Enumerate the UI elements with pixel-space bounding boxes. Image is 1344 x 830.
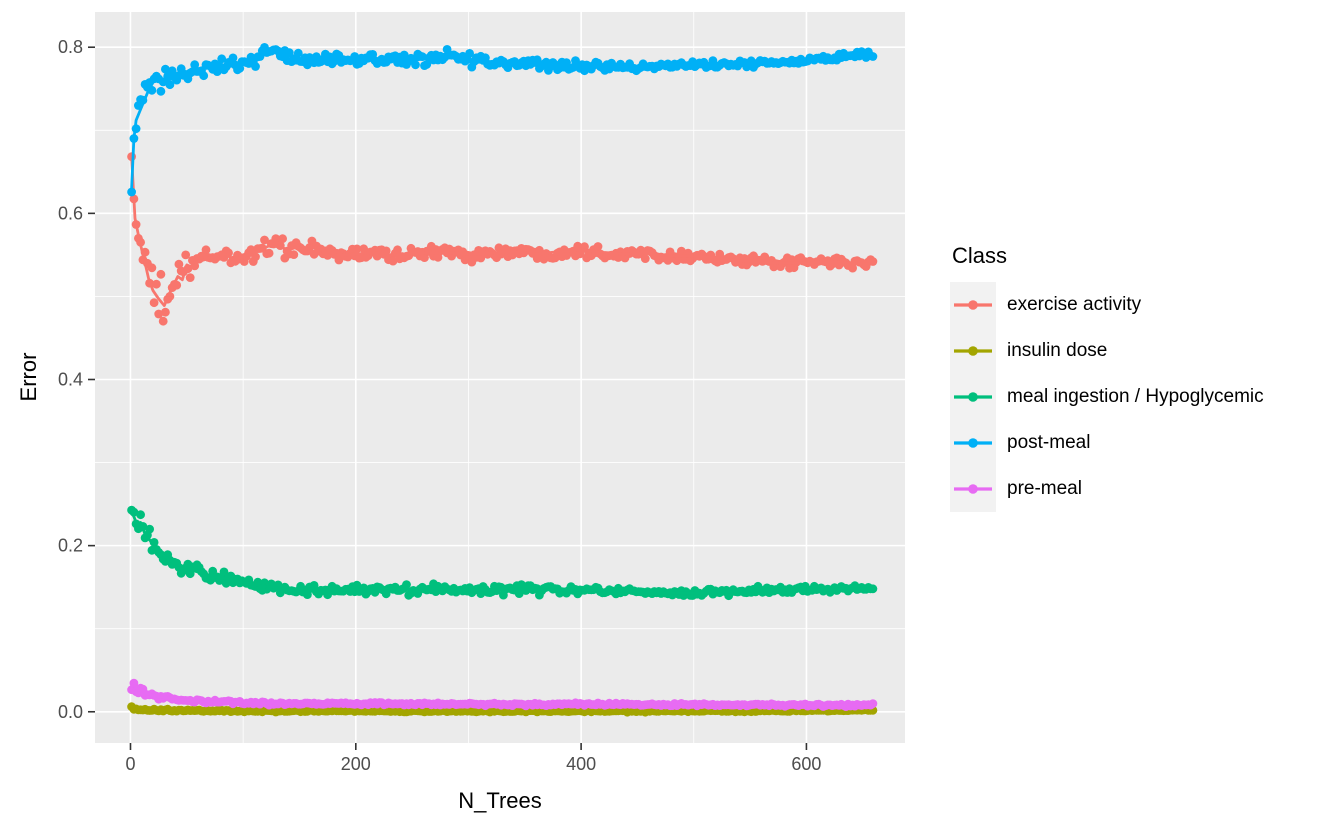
legend-label: exercise activity xyxy=(1007,294,1142,315)
data-point xyxy=(289,250,299,259)
data-point xyxy=(127,187,136,197)
data-point xyxy=(174,259,184,269)
legend-label: pre-meal xyxy=(1007,478,1082,499)
data-point xyxy=(411,60,420,70)
data-point xyxy=(359,244,369,254)
data-point xyxy=(677,246,686,256)
data-point xyxy=(402,580,411,589)
legend-item: meal ingestion / Hypoglycemic xyxy=(950,374,1264,420)
y-tick-label: 0.0 xyxy=(58,702,83,722)
trend-line xyxy=(130,155,876,308)
data-point xyxy=(161,307,170,317)
legend-key-swatch xyxy=(950,466,996,512)
data-point xyxy=(260,235,269,245)
data-point xyxy=(278,234,287,244)
data-point xyxy=(293,48,303,58)
y-tick-label: 0.2 xyxy=(58,536,83,556)
data-point xyxy=(190,60,200,70)
legend-point-glyph xyxy=(968,300,978,310)
data-point xyxy=(145,524,155,534)
data-point xyxy=(235,63,245,73)
series-exercise-activity xyxy=(127,152,878,326)
data-point xyxy=(868,699,878,708)
x-tick-label: 200 xyxy=(341,754,371,774)
data-point xyxy=(181,250,191,260)
x-tick-label: 0 xyxy=(125,754,135,774)
y-axis-title: Error xyxy=(16,352,41,402)
data-point xyxy=(352,244,362,254)
legend-item: post-meal xyxy=(950,420,1264,466)
legend-item: insulin dose xyxy=(950,328,1264,374)
series-post-meal xyxy=(127,43,878,197)
data-point xyxy=(640,254,650,263)
data-point xyxy=(393,245,402,255)
legend: Class exercise activity insulin dose meal … xyxy=(950,243,1264,512)
x-tick-label: 600 xyxy=(791,754,821,774)
data-point xyxy=(152,279,161,289)
legend-key-swatch xyxy=(950,282,996,328)
series-meal-ingestion-hypoglycemic xyxy=(127,505,878,601)
y-tick-label: 0.6 xyxy=(58,203,83,223)
data-point xyxy=(465,49,474,58)
data-point xyxy=(156,86,166,96)
legend-point-glyph xyxy=(968,392,978,402)
data-point xyxy=(217,54,227,64)
data-point xyxy=(185,273,195,282)
series-pre-meal xyxy=(127,678,878,711)
x-axis-title: N_Trees xyxy=(458,788,542,813)
data-point xyxy=(708,56,718,65)
data-point xyxy=(136,510,146,520)
data-point xyxy=(201,245,211,255)
data-point xyxy=(161,64,170,74)
data-point xyxy=(848,263,857,273)
x-tick-label: 400 xyxy=(566,754,596,774)
data-point xyxy=(251,252,260,262)
data-point xyxy=(422,60,432,69)
data-point xyxy=(303,60,312,70)
data-point xyxy=(147,263,157,273)
legend-items: exercise activity insulin dose meal ingest… xyxy=(950,282,1264,512)
trend-line xyxy=(130,682,876,707)
data-point xyxy=(399,50,409,60)
plot-panel xyxy=(95,12,905,743)
legend-point-glyph xyxy=(968,438,978,448)
legend-point-glyph xyxy=(968,484,978,494)
data-point xyxy=(532,55,542,65)
y-tick-label: 0.4 xyxy=(58,369,83,389)
data-point xyxy=(251,62,260,71)
legend-title: Class xyxy=(952,243,1008,268)
legend-item: exercise activity xyxy=(950,282,1264,328)
y-tick-label: 0.8 xyxy=(58,37,83,57)
data-point xyxy=(388,256,398,266)
data-point xyxy=(334,255,344,265)
legend-key-swatch xyxy=(950,420,996,466)
data-point xyxy=(149,298,159,308)
trend-line xyxy=(130,707,876,713)
data-point xyxy=(593,242,603,251)
legend-key-swatch xyxy=(950,374,996,420)
data-point xyxy=(165,80,175,90)
legend-label: insulin dose xyxy=(1007,340,1108,361)
data-point xyxy=(228,53,238,63)
legend-label: meal ingestion / Hypoglycemic xyxy=(1007,386,1264,407)
data-point xyxy=(156,269,166,279)
legend-key-swatch xyxy=(950,328,996,374)
trend-line xyxy=(130,511,876,595)
trend-line xyxy=(130,49,876,190)
data-point xyxy=(158,316,168,326)
legend-point-glyph xyxy=(968,346,978,356)
data-point xyxy=(154,309,164,319)
data-point xyxy=(264,248,274,258)
legend-label: post-meal xyxy=(1007,432,1091,453)
legend-item: pre-meal xyxy=(950,466,1264,512)
data-point xyxy=(199,71,209,81)
